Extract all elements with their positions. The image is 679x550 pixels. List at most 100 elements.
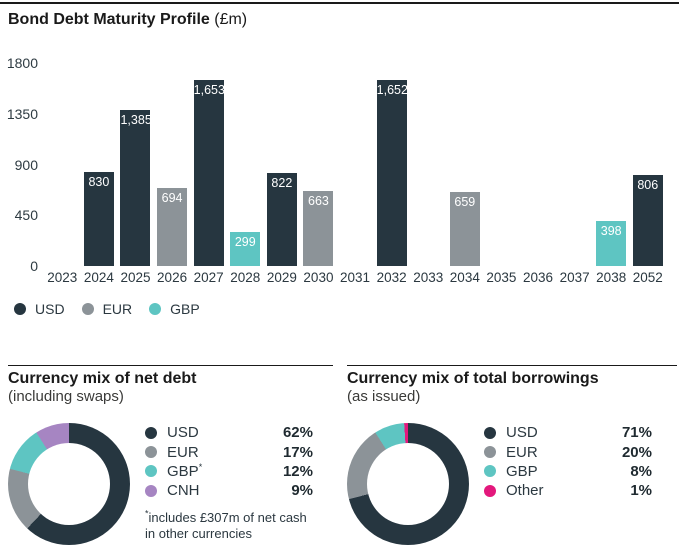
legend-dot-icon <box>145 484 157 497</box>
donut-legend-row-cnh: CNH 9% <box>145 481 313 500</box>
bar-2032: 1,652 <box>376 79 408 266</box>
donut-legend-row-eur: EUR 17% <box>145 442 313 461</box>
bar-slot <box>337 63 374 266</box>
legend-dot-icon <box>145 465 157 478</box>
legend-item-usd: USD <box>14 301 65 317</box>
page-title: Bond Debt Maturity Profile (£m) <box>8 10 671 30</box>
bar-slot <box>44 63 81 266</box>
donut-chart-total-borrowings <box>347 423 469 545</box>
donut-section: Currency mix of net debt (including swap… <box>0 365 679 545</box>
y-axis-tick-label: 450 <box>14 207 38 224</box>
donut-legend-pct: 1% <box>630 482 652 500</box>
page-title-unit: (£m) <box>214 11 248 28</box>
donut-legend-row-eur: EUR 20% <box>484 442 652 461</box>
top-divider <box>0 2 679 4</box>
donut-legend-label: USD <box>167 424 199 442</box>
panel-content: USD 71% EUR 20% GBP 8% Other 1% <box>347 423 677 545</box>
x-axis-label: 2031 <box>340 270 371 285</box>
bar-value-label: 1,653 <box>193 82 225 97</box>
x-axis-label: 2035 <box>486 270 517 285</box>
bar-slot <box>556 63 593 266</box>
x-axis-label: 2026 <box>157 270 188 285</box>
legend-dot-icon <box>145 426 157 439</box>
section-subtitle: (including swaps) <box>8 388 124 405</box>
section-subtitle: (as issued) <box>347 388 421 405</box>
donut-legend-row-gbp: GBP 8% <box>484 462 652 481</box>
donut-legend-pct: 71% <box>621 424 652 442</box>
bar-value-label: 830 <box>88 175 110 190</box>
y-axis-tick-label: 1350 <box>6 105 38 122</box>
bar-slot: 694 <box>154 63 191 266</box>
bar-value-label: 1,385 <box>120 112 152 127</box>
donut-legend-pct: 8% <box>630 462 652 480</box>
x-axis-label: 2024 <box>83 270 114 285</box>
bar-value-label: 659 <box>454 194 476 209</box>
donut-legend-pct: 62% <box>282 424 313 442</box>
bar-slot: 398 <box>593 63 630 266</box>
x-axis-label: 2052 <box>632 270 663 285</box>
legend-dot-icon <box>484 465 496 478</box>
page-title-text: Bond Debt Maturity Profile <box>8 11 210 28</box>
y-axis-tick-label: 900 <box>14 156 38 173</box>
bar-slot: 659 <box>447 63 484 266</box>
bar-slot: 1,385 <box>117 63 154 266</box>
x-axis-label: 2032 <box>376 270 407 285</box>
donut-legend-label: GBP* <box>167 461 203 480</box>
x-axis-label: 2023 <box>47 270 78 285</box>
y-axis-tick-label: 0 <box>30 258 38 274</box>
legend-label: EUR <box>102 301 133 317</box>
donut-legend-label: Other <box>506 482 544 500</box>
bar-slot: 663 <box>300 63 337 266</box>
legend-dot-icon <box>14 303 26 315</box>
x-axis-label: 2030 <box>303 270 334 285</box>
bar-value-label: 1,652 <box>376 82 408 97</box>
bar-value-label: 299 <box>234 235 256 250</box>
bar-slot <box>520 63 557 266</box>
donut-legend-pct: 20% <box>621 443 652 461</box>
donut-legend-row-usd: USD 71% <box>484 423 652 442</box>
bar-slot <box>410 63 447 266</box>
bar-value-label: 663 <box>308 194 329 209</box>
x-axis-label: 2038 <box>596 270 627 285</box>
section-title: Currency mix of net debt <box>8 370 197 387</box>
donut-legend-pct: 12% <box>282 462 313 480</box>
bar-plot: 830 1,385 694 1,653 299 822 663 1,652 659 398 806 <box>44 63 666 266</box>
y-axis: 0 450 900 1350 1800 <box>0 55 38 274</box>
legend-dot-icon <box>484 484 496 497</box>
donut-legend-pct: 9% <box>291 482 313 500</box>
donut-legend-pct: 17% <box>282 443 313 461</box>
donut-legend: USD 71% EUR 20% GBP 8% Other 1% <box>484 423 652 501</box>
legend-dot-icon <box>145 446 157 459</box>
bar-2052: 806 <box>632 175 663 266</box>
donut-chart-net-debt <box>8 423 130 545</box>
x-axis-label: 2036 <box>522 270 554 285</box>
bar-value-label: 822 <box>271 176 293 191</box>
x-axis-label: 2037 <box>559 270 590 285</box>
donut-hole <box>367 443 449 525</box>
panel-content: USD 62% EUR 17% GBP* 12% CNH 9% *includes £307m … <box>8 423 333 545</box>
x-axis-label: 2029 <box>266 270 297 285</box>
legend-dot-icon <box>484 446 496 459</box>
x-axis-label: 2027 <box>193 270 224 285</box>
bar-slot <box>483 63 520 266</box>
bar-2028: 299 <box>230 232 261 266</box>
legend-dot-icon <box>81 303 94 315</box>
bar-value-label: 398 <box>600 224 622 239</box>
bar-slot: 822 <box>264 63 301 266</box>
donut-hole <box>28 443 110 525</box>
panel-total-borrowings: Currency mix of total borrowings (as iss… <box>347 365 677 545</box>
bar-2027: 1,653 <box>193 79 225 266</box>
bar-2026: 694 <box>157 187 188 266</box>
footnote-asterisk: * <box>145 508 149 519</box>
bar-slot: 806 <box>630 63 667 266</box>
bar-slot: 1,653 <box>190 63 227 266</box>
legend-dot-icon <box>149 303 162 315</box>
legend-label: USD <box>35 301 65 317</box>
legend-item-gbp: GBP <box>149 301 200 317</box>
panel-net-debt: Currency mix of net debt (including swap… <box>8 365 333 545</box>
x-axis-label: 2033 <box>413 270 444 285</box>
donut-legend-row-usd: USD 62% <box>145 423 313 442</box>
bar-2025: 1,385 <box>120 109 152 266</box>
bar-2034: 659 <box>449 191 480 266</box>
bar-slot: 830 <box>81 63 118 266</box>
